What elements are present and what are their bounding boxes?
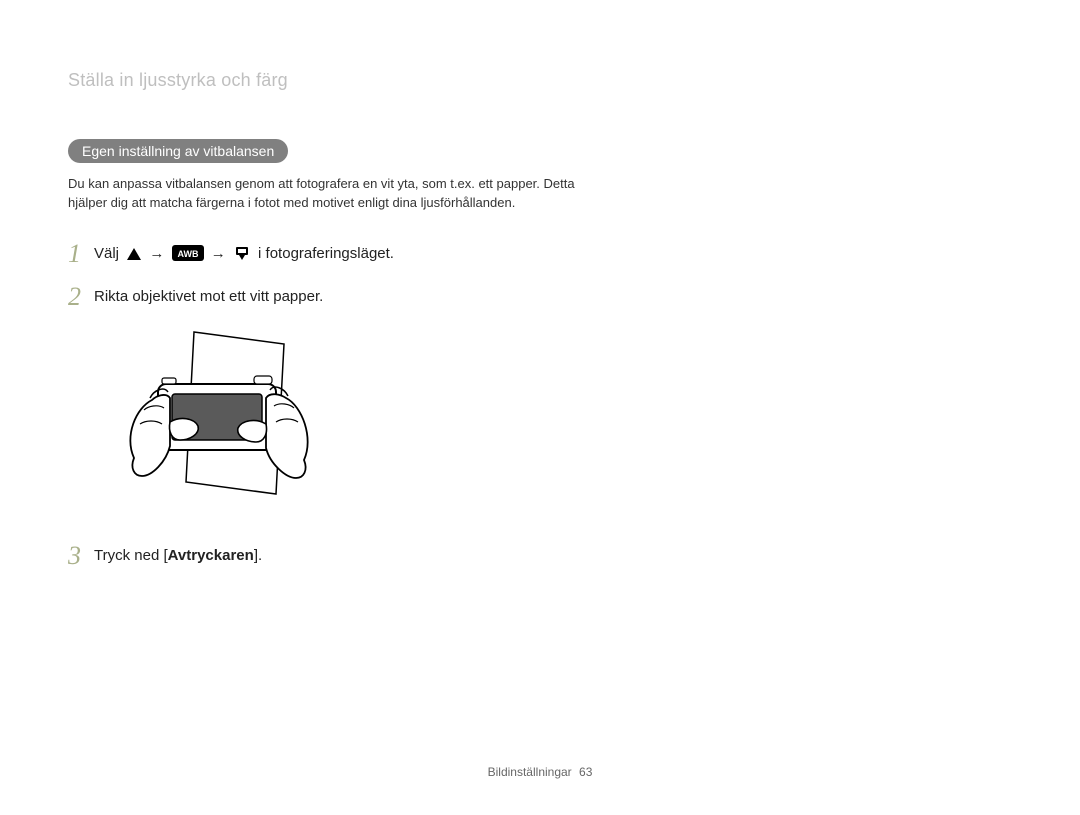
awb-icon: AWB (172, 245, 204, 269)
custom-wb-icon (233, 245, 251, 269)
arrow-icon: → (211, 245, 226, 262)
step-text: Välj → AWB → (94, 241, 394, 269)
steps-list: 1 Välj → AWB → (68, 241, 628, 570)
step1-suffix: i fotograferingsläget. (258, 245, 394, 262)
step3-suffix: ]. (254, 547, 262, 564)
step-number: 1 (68, 241, 94, 267)
svg-text:AWB: AWB (177, 249, 198, 259)
up-triangle-icon (126, 246, 142, 269)
step-number: 2 (68, 284, 94, 310)
section-title: Ställa in ljusstyrka och färg (68, 70, 628, 91)
subsection-pill: Egen inställning av vitbalansen (68, 139, 288, 163)
arrow-icon: → (149, 245, 164, 262)
footer-label: Bildinställningar (488, 765, 572, 779)
intro-paragraph: Du kan anpassa vitbalansen genom att fot… (68, 175, 588, 213)
step-1: 1 Välj → AWB → (68, 241, 628, 269)
camera-paper-illustration (94, 326, 628, 521)
step-number: 3 (68, 543, 94, 569)
step1-prefix: Välj (94, 245, 123, 262)
step-2: 2 Rikta objektivet mot ett vitt papper. (68, 284, 628, 310)
step-text: Tryck ned [Avtryckaren]. (94, 543, 262, 568)
page-footer: Bildinställningar 63 (0, 765, 1080, 779)
page-number: 63 (579, 765, 592, 779)
step-3: 3 Tryck ned [Avtryckaren]. (68, 543, 628, 569)
step3-prefix: Tryck ned [ (94, 547, 168, 564)
step3-bold: Avtryckaren (168, 547, 254, 564)
step-text: Rikta objektivet mot ett vitt papper. (94, 284, 323, 309)
